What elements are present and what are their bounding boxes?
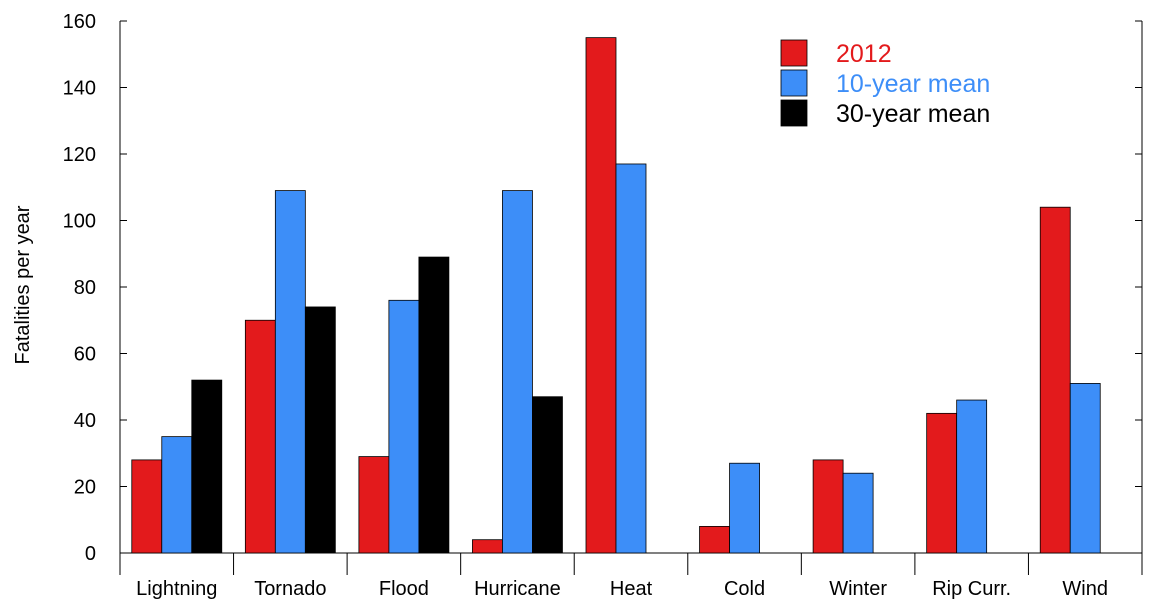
axes: 0 20 40 60 80 100 120 140 160 Lightning Tornado Flo… [63,11,1143,600]
bar [131,459,163,554]
legend-label: 2012 [836,40,892,68]
legend-swatch [780,39,808,67]
legend-label: 10-year mean [836,70,990,98]
bar [161,436,193,554]
x-tick-label: Flood [379,578,429,600]
bar [502,190,533,554]
bar [472,539,503,554]
x-tick-label: Winter [829,578,887,600]
x-tick-label: Heat [610,578,653,600]
bar [729,462,760,554]
y-axis-label: Fatalities per year [12,205,34,364]
bar [585,37,617,554]
bar [358,456,390,554]
y-tick-label: 20 [74,477,96,499]
y-tick-label: 160 [63,11,96,33]
x-tick-label: Lightning [136,578,217,600]
x-tick-label: Cold [724,578,765,600]
legend-label: 30-year mean [836,100,990,128]
bar [926,412,958,554]
y-tick-label: 120 [63,144,96,166]
bars [131,37,1101,554]
y-tick-label: 80 [74,277,96,299]
y-tick-label: 0 [85,543,96,565]
bar [244,319,276,554]
y-tick-label: 60 [74,344,96,366]
y-tick-label: 100 [63,211,96,233]
y-tick-label: 140 [63,78,96,100]
bar [615,163,647,554]
x-tick-label: Wind [1062,578,1108,600]
bar [842,472,874,554]
y-tick-label: 40 [74,410,96,432]
legend-swatch [780,69,808,97]
bar [1069,383,1101,554]
bar [812,459,844,554]
bar [191,379,223,554]
x-tick-label: Hurricane [474,578,561,600]
x-tick-label: Rip Curr. [932,578,1011,600]
bar [956,399,988,554]
bar [1039,206,1071,554]
legend-swatch [780,99,808,127]
bar [532,396,563,554]
bar [274,190,306,554]
bar [304,306,336,554]
bar [388,299,420,554]
bar [699,526,730,554]
bar [418,256,450,554]
x-tick-label: Tornado [254,578,326,600]
